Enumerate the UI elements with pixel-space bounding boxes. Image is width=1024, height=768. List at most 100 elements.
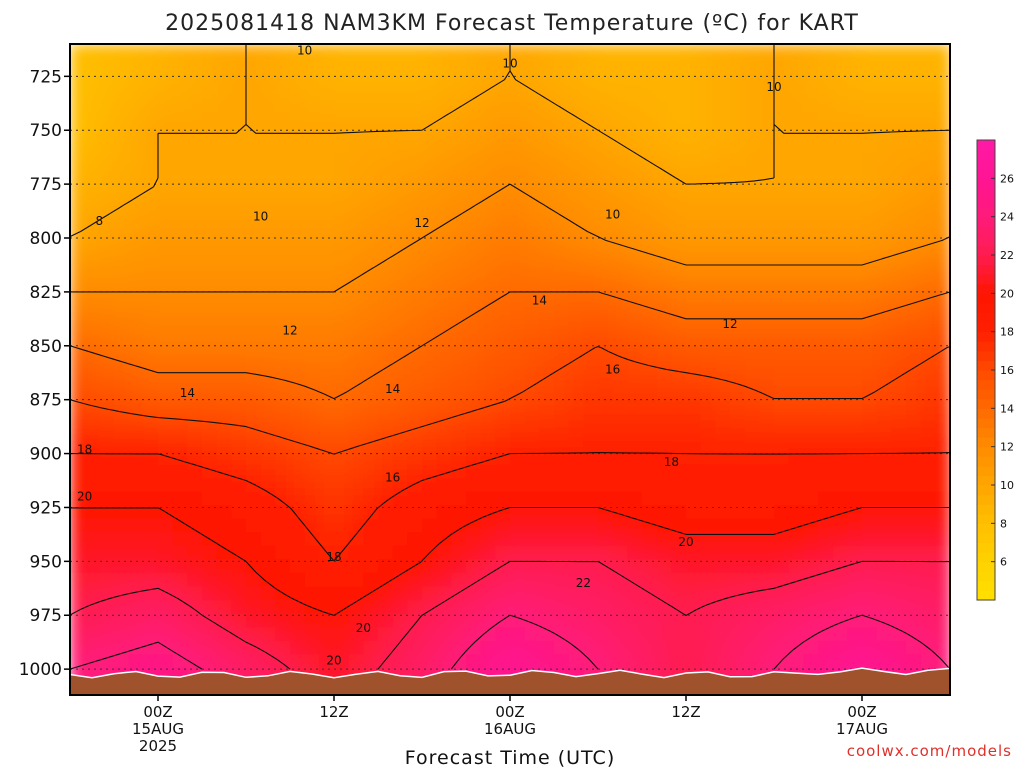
field-cell [451, 572, 468, 588]
field-cell [554, 44, 570, 59]
field-cell [598, 315, 614, 331]
field-cell [334, 613, 350, 629]
field-cell [671, 247, 688, 263]
field-cell [143, 301, 160, 317]
field-cell [422, 437, 438, 453]
field-cell [480, 44, 497, 59]
field-cell [568, 532, 585, 548]
field-cell [114, 559, 130, 575]
field-cell [202, 572, 218, 588]
contour-label: 22 [576, 576, 591, 590]
field-cell [598, 57, 614, 73]
field-cell [583, 44, 600, 59]
field-cell [920, 613, 937, 629]
field-cell [935, 505, 950, 520]
field-cell [935, 559, 950, 575]
field-cell [158, 138, 174, 154]
field-cell [891, 220, 908, 236]
field-cell [187, 152, 204, 168]
field-cell [363, 545, 380, 561]
field-cell [451, 450, 468, 466]
field-cell [407, 464, 424, 480]
y-tick-label: 850 [30, 337, 62, 357]
field-cell [730, 179, 746, 195]
field-cell [656, 342, 673, 358]
field-cell [627, 559, 644, 575]
field-cell [348, 301, 365, 317]
field-cell [348, 369, 365, 385]
field-cell [407, 328, 424, 344]
field-cell [392, 179, 409, 195]
field-cell [832, 206, 849, 222]
field-cell [275, 301, 292, 317]
field-cell [480, 247, 497, 263]
field-cell [363, 613, 380, 629]
field-cell [788, 152, 805, 168]
field-cell [70, 233, 86, 249]
field-cell [392, 71, 409, 86]
field-cell [642, 152, 658, 168]
field-cell [862, 450, 878, 466]
field-cell [275, 559, 292, 575]
field-cell [891, 288, 908, 303]
field-cell [495, 478, 512, 493]
field-cell [510, 138, 526, 154]
field-cell [832, 288, 849, 303]
field-cell [348, 220, 365, 236]
field-cell [202, 220, 218, 236]
field-cell [554, 491, 570, 507]
field-cell [99, 84, 116, 100]
field-cell [847, 410, 864, 425]
field-cell [906, 437, 922, 453]
field-cell [246, 613, 262, 629]
field-cell [583, 532, 600, 548]
field-cell [451, 220, 468, 236]
contour-line [70, 452, 950, 562]
field-cell [304, 315, 321, 331]
field-cell [539, 437, 556, 453]
field-cell [304, 301, 321, 317]
field-cell [334, 98, 350, 113]
field-cell [304, 491, 321, 507]
field-cell [686, 125, 702, 141]
field-cell [730, 247, 746, 263]
colorbar-swatch [977, 437, 995, 448]
field-cell [510, 518, 526, 534]
field-cell [906, 288, 922, 303]
field-cell [202, 491, 218, 507]
field-cell [862, 613, 878, 629]
field-cell [862, 559, 878, 575]
field-cell [788, 179, 805, 195]
field-cell [524, 464, 541, 480]
field-cell [671, 600, 688, 615]
field-cell [568, 44, 585, 59]
field-cell [451, 328, 468, 344]
field-cell [187, 627, 204, 642]
field-cell [392, 518, 409, 534]
field-cell [246, 179, 262, 195]
field-cell [862, 369, 878, 385]
field-cell [788, 301, 805, 317]
field-cell [788, 111, 805, 127]
field-cell [876, 545, 893, 561]
field-cell [246, 518, 262, 534]
field-cell [598, 301, 614, 317]
field-cell [363, 328, 380, 344]
colorbar-swatch [977, 532, 995, 544]
field-cell [246, 572, 262, 588]
field-cell [304, 464, 321, 480]
field-cell [524, 518, 541, 534]
field-cell [759, 152, 776, 168]
field-cell [99, 491, 116, 507]
field-cell [392, 342, 409, 358]
field-cell [642, 166, 658, 181]
field-cell [583, 586, 600, 602]
field-cell [891, 640, 908, 656]
field-cell [642, 383, 658, 398]
site-credit[interactable]: coolwx.com/models [847, 742, 1012, 760]
field-cell [84, 478, 101, 493]
field-cell [803, 600, 820, 615]
field-cell [407, 600, 424, 615]
field-cell [172, 301, 189, 317]
